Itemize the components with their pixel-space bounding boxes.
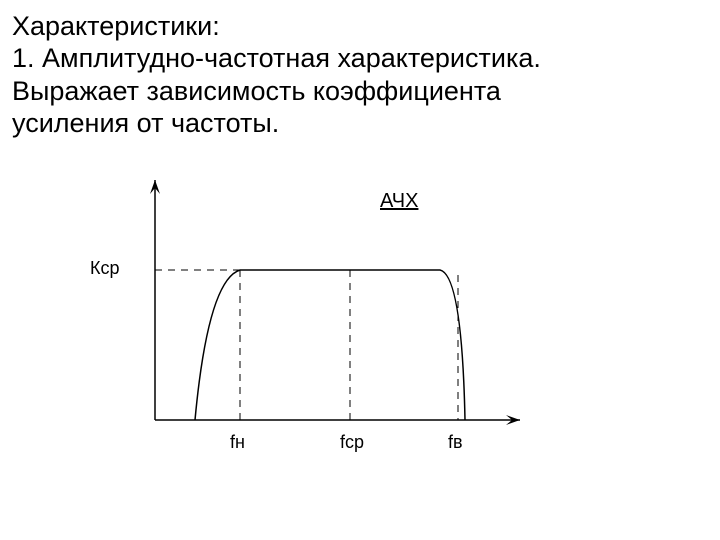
x-axis-label: fн [230,432,245,453]
x-axis-label: fср [340,432,364,453]
chart-svg [100,180,580,460]
text-line-2: 1. Амплитудно-частотная характеристика. [12,42,708,74]
text-line-3: Выражает зависимость коэффициента [12,75,708,107]
x-axis-label: fв [448,432,463,453]
frequency-response-chart: АЧХ Кср fнfсрfв [100,180,580,480]
text-line-4: усиления от частоты. [12,107,708,139]
text-line-1: Характеристики: [12,10,708,42]
